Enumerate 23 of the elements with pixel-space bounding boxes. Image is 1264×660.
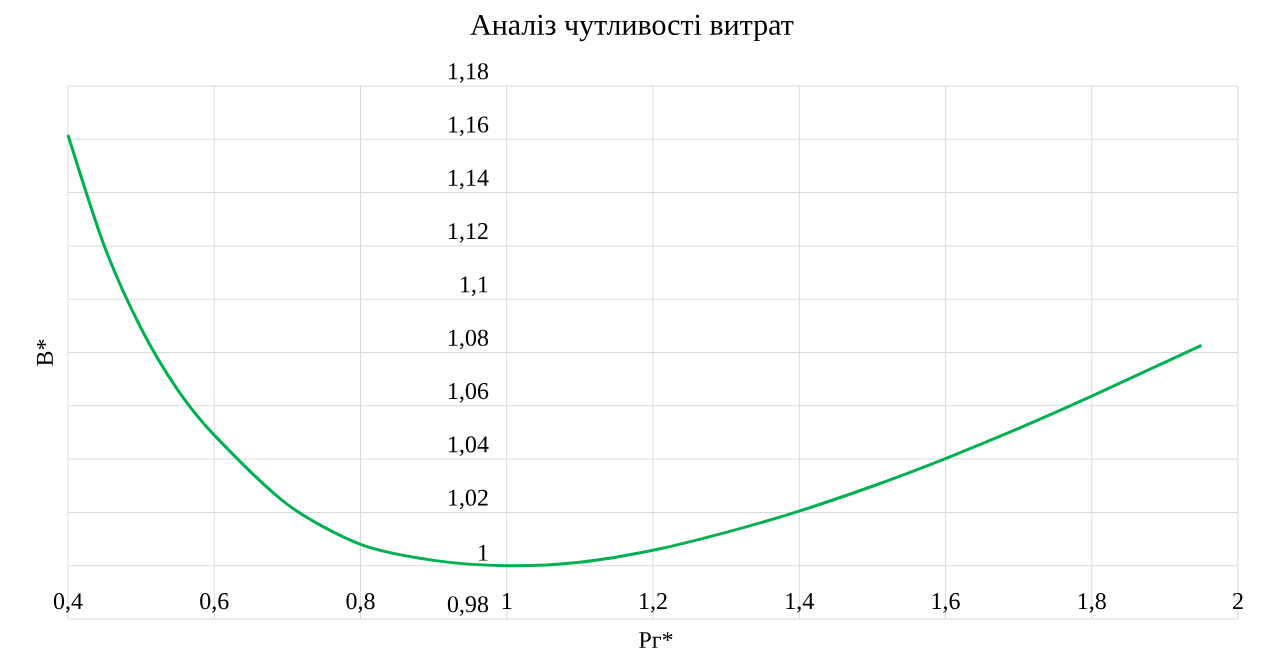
y-tick-label: 1,06 xyxy=(449,382,489,403)
y-tick-label: 1,18 xyxy=(449,63,489,83)
y-tick-label: 1,16 xyxy=(449,116,489,137)
chart-title: Аналіз чутливості витрат xyxy=(470,14,794,42)
y-tick-label: 1,14 xyxy=(449,169,489,190)
x-tick-label: 0,6 xyxy=(200,593,229,613)
y-tick-label: 0,98 xyxy=(447,596,489,616)
x-tick-label: 2 xyxy=(1233,593,1243,609)
x-tick-label: 1,8 xyxy=(1078,593,1106,613)
x-tick-label: 1,2 xyxy=(640,593,667,613)
x-tick-label: 1,4 xyxy=(786,593,814,613)
y-tick-label: 1,1 xyxy=(461,276,488,296)
y-tick-label: 1,04 xyxy=(449,436,489,456)
y-axis-title: В* xyxy=(37,339,53,366)
y-tick-label: 1,12 xyxy=(449,223,488,243)
y-tick-label: 1,02 xyxy=(449,489,488,510)
x-tick-label: 1 xyxy=(502,593,512,609)
y-tick-label: 1,08 xyxy=(449,329,489,350)
x-axis-title: Рг* xyxy=(639,632,673,648)
x-tick-label: 0,8 xyxy=(346,593,375,613)
x-tick-label: 0,4 xyxy=(53,593,83,613)
y-tick-label: 1 xyxy=(479,544,488,561)
x-tick-label: 1,6 xyxy=(932,593,960,613)
